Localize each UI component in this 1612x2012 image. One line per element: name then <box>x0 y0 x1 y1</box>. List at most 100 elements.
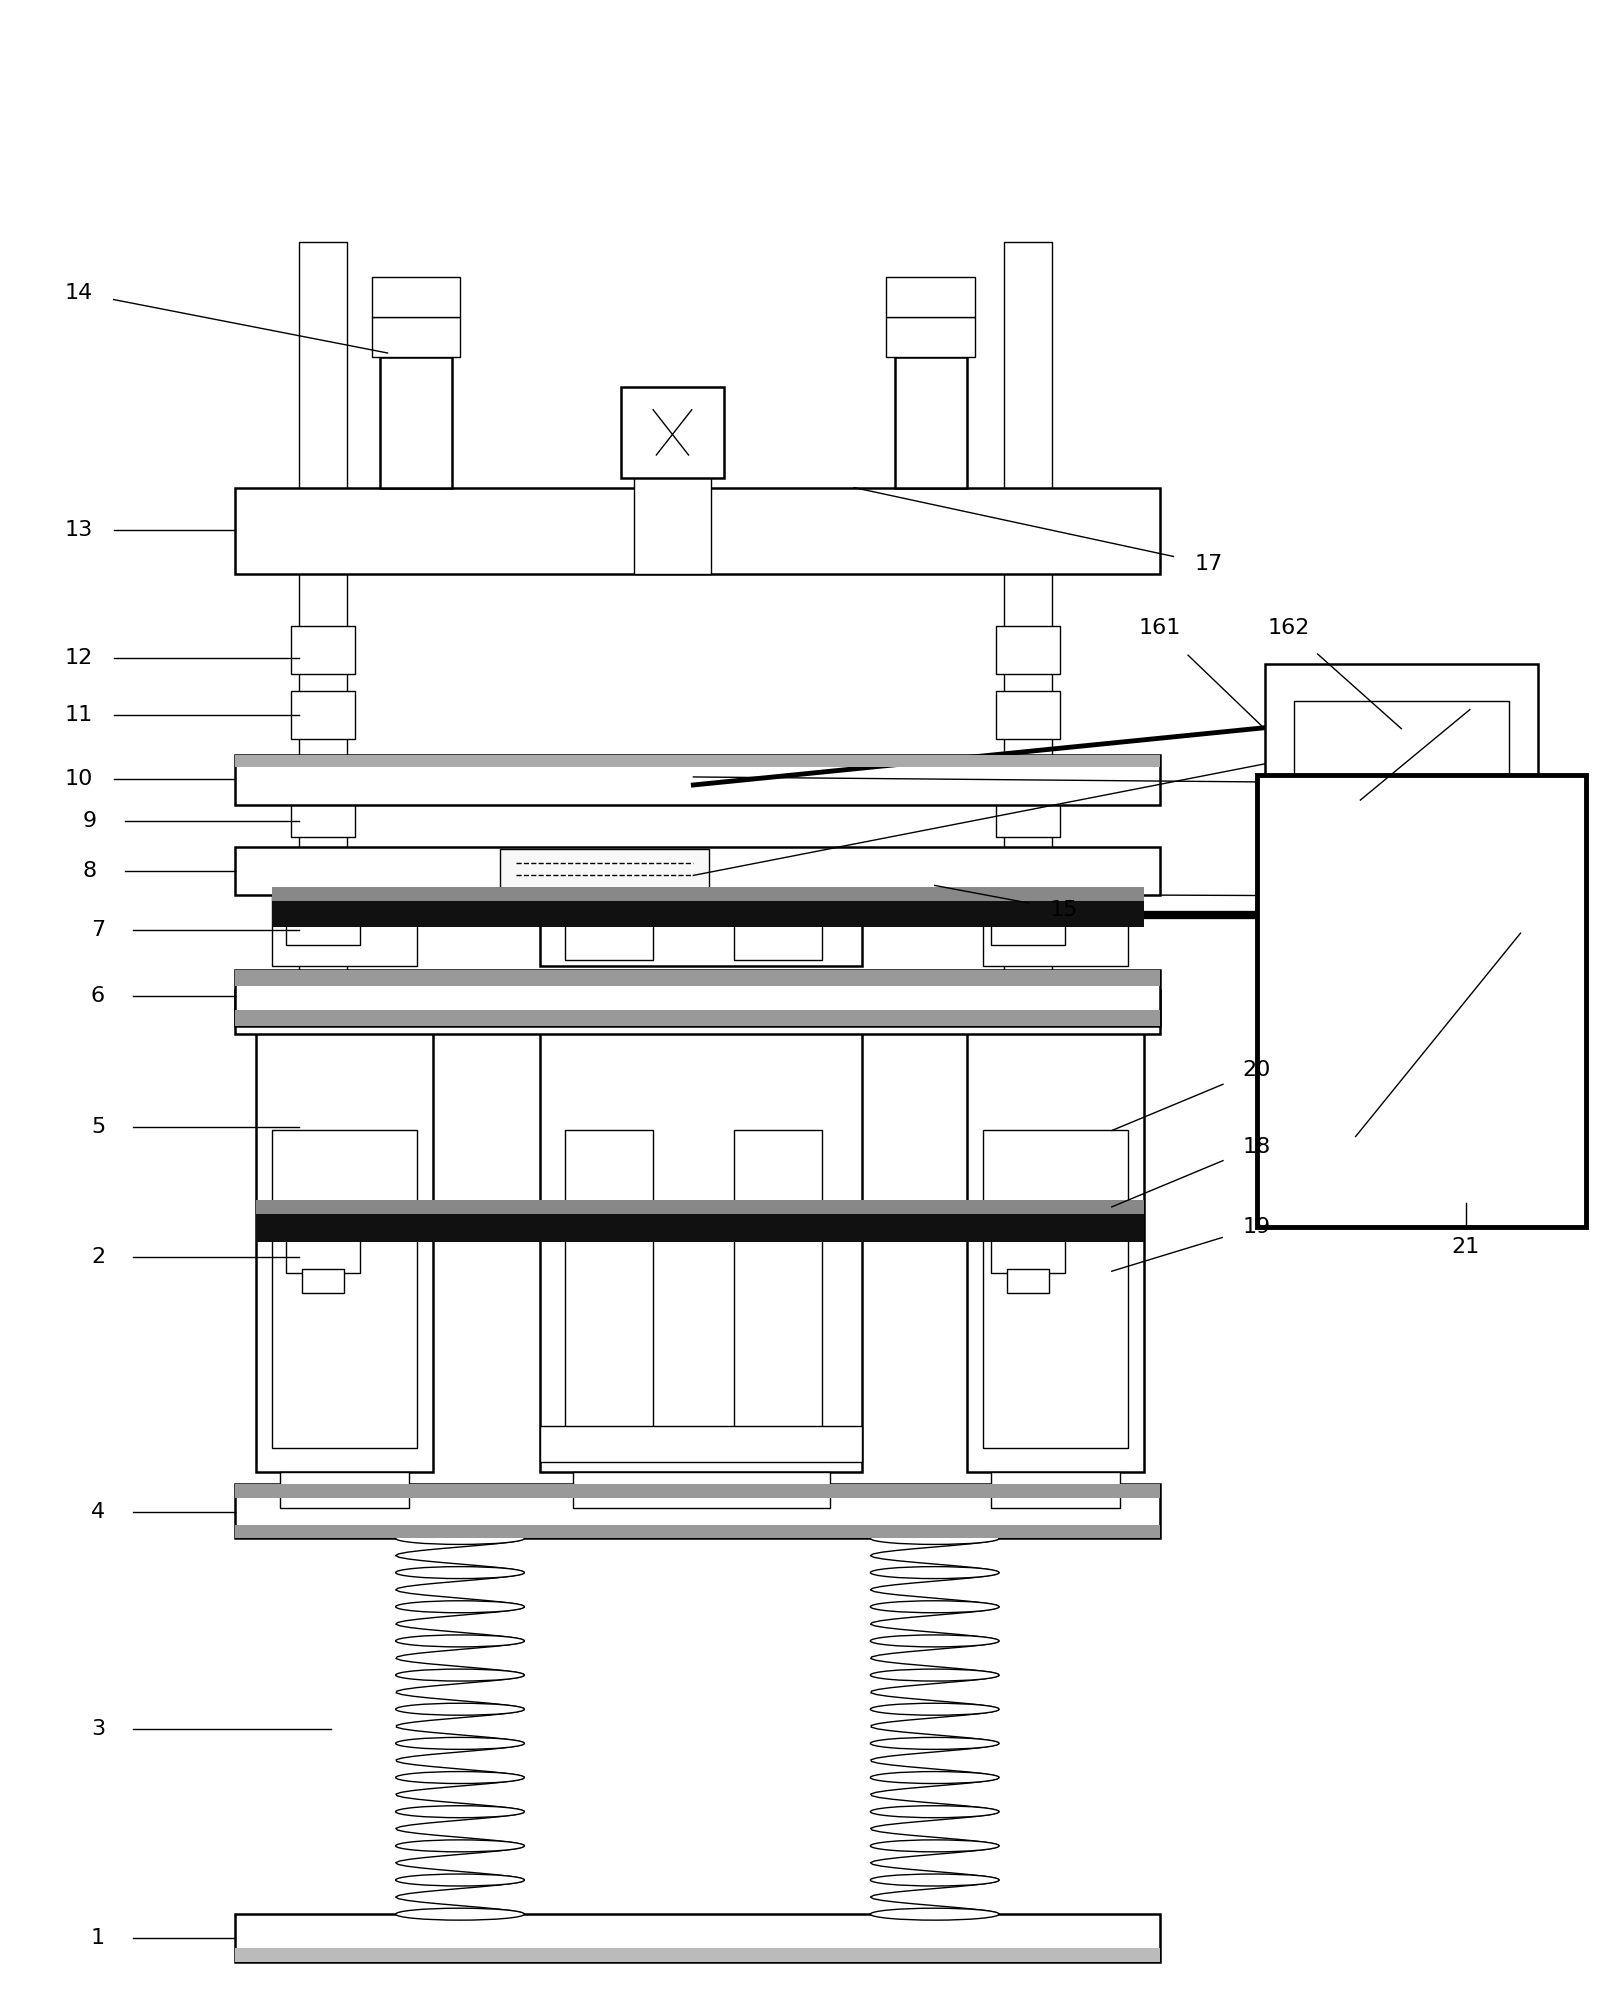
Bar <box>371 316 459 356</box>
Bar <box>235 1948 1161 1962</box>
Ellipse shape <box>870 1602 999 1614</box>
Bar <box>379 356 451 487</box>
Text: 13: 13 <box>64 519 93 539</box>
Bar <box>371 278 459 316</box>
Ellipse shape <box>395 1805 524 1817</box>
Text: 19: 19 <box>1243 1217 1270 1237</box>
Bar <box>572 1473 830 1509</box>
Ellipse shape <box>870 1567 999 1579</box>
Text: 17: 17 <box>1194 553 1222 573</box>
Ellipse shape <box>395 1907 524 1919</box>
Bar <box>272 895 416 966</box>
Bar <box>991 909 1066 946</box>
Bar <box>235 847 1161 895</box>
Bar <box>1265 664 1538 845</box>
Ellipse shape <box>395 1771 524 1783</box>
Text: 15: 15 <box>1049 899 1078 919</box>
Bar <box>564 1131 653 1449</box>
Bar <box>235 754 1161 805</box>
Ellipse shape <box>870 1533 999 1545</box>
Bar <box>256 1030 432 1473</box>
Text: 3: 3 <box>90 1720 105 1738</box>
Text: 21: 21 <box>1452 1237 1480 1258</box>
Text: 1: 1 <box>90 1927 105 1948</box>
Bar <box>235 1525 1161 1539</box>
Bar <box>1257 775 1586 1227</box>
Bar <box>235 990 1161 1034</box>
Bar <box>991 1229 1066 1274</box>
Bar <box>540 895 862 966</box>
Ellipse shape <box>870 1771 999 1783</box>
Ellipse shape <box>870 1738 999 1748</box>
Text: 12: 12 <box>64 648 93 668</box>
Ellipse shape <box>395 1839 524 1851</box>
Bar <box>621 386 724 477</box>
Bar <box>983 895 1128 966</box>
Bar <box>887 316 975 356</box>
Text: 18: 18 <box>1243 1137 1270 1157</box>
Bar <box>235 1010 1161 1026</box>
Text: 161: 161 <box>1138 618 1182 638</box>
Ellipse shape <box>395 1738 524 1748</box>
Ellipse shape <box>870 1873 999 1885</box>
Ellipse shape <box>395 1602 524 1614</box>
Bar <box>235 487 1161 573</box>
Bar <box>540 1427 862 1463</box>
Bar <box>991 1473 1120 1509</box>
Bar <box>256 1213 1145 1241</box>
Bar <box>235 754 1161 767</box>
Text: 9: 9 <box>82 811 97 831</box>
Bar <box>500 849 709 889</box>
Bar <box>280 1473 408 1509</box>
Ellipse shape <box>395 1873 524 1885</box>
Bar <box>733 1131 822 1449</box>
Text: 2: 2 <box>90 1247 105 1268</box>
Text: 14: 14 <box>64 284 93 302</box>
Bar <box>235 1485 1161 1539</box>
Bar <box>967 1030 1145 1473</box>
Bar <box>235 970 1161 1026</box>
Bar <box>996 690 1061 738</box>
Bar <box>733 901 822 960</box>
Ellipse shape <box>395 1533 524 1545</box>
Ellipse shape <box>395 1704 524 1714</box>
Ellipse shape <box>870 1907 999 1919</box>
Bar <box>256 1199 1145 1213</box>
Bar <box>1004 243 1053 1485</box>
Bar <box>1008 889 1049 909</box>
Ellipse shape <box>395 1636 524 1648</box>
Ellipse shape <box>870 1704 999 1714</box>
Ellipse shape <box>870 1670 999 1682</box>
Bar <box>287 909 359 946</box>
Ellipse shape <box>395 1567 524 1579</box>
Bar <box>292 626 355 674</box>
Ellipse shape <box>870 1839 999 1851</box>
Bar <box>634 453 711 573</box>
Bar <box>303 889 343 909</box>
Bar <box>1293 700 1509 809</box>
Text: 10: 10 <box>64 769 93 789</box>
Text: 20: 20 <box>1243 1060 1270 1080</box>
Bar <box>983 1131 1128 1449</box>
Text: 6: 6 <box>90 986 105 1006</box>
Bar <box>996 626 1061 674</box>
Bar <box>235 970 1161 986</box>
Text: 11: 11 <box>64 704 93 724</box>
Bar <box>300 243 347 1485</box>
Bar <box>272 1131 416 1449</box>
Bar <box>887 278 975 316</box>
Bar <box>292 690 355 738</box>
Bar <box>272 887 1145 901</box>
Bar <box>235 1913 1161 1962</box>
Text: 162: 162 <box>1267 618 1311 638</box>
Text: 8: 8 <box>82 861 97 881</box>
Text: 4: 4 <box>90 1503 105 1523</box>
Text: 7: 7 <box>90 919 105 940</box>
Bar <box>292 797 355 837</box>
Bar <box>564 901 653 960</box>
Ellipse shape <box>870 1636 999 1648</box>
Bar <box>540 1030 862 1473</box>
Bar <box>272 901 1145 928</box>
Bar <box>996 797 1061 837</box>
Bar <box>1008 1270 1049 1294</box>
